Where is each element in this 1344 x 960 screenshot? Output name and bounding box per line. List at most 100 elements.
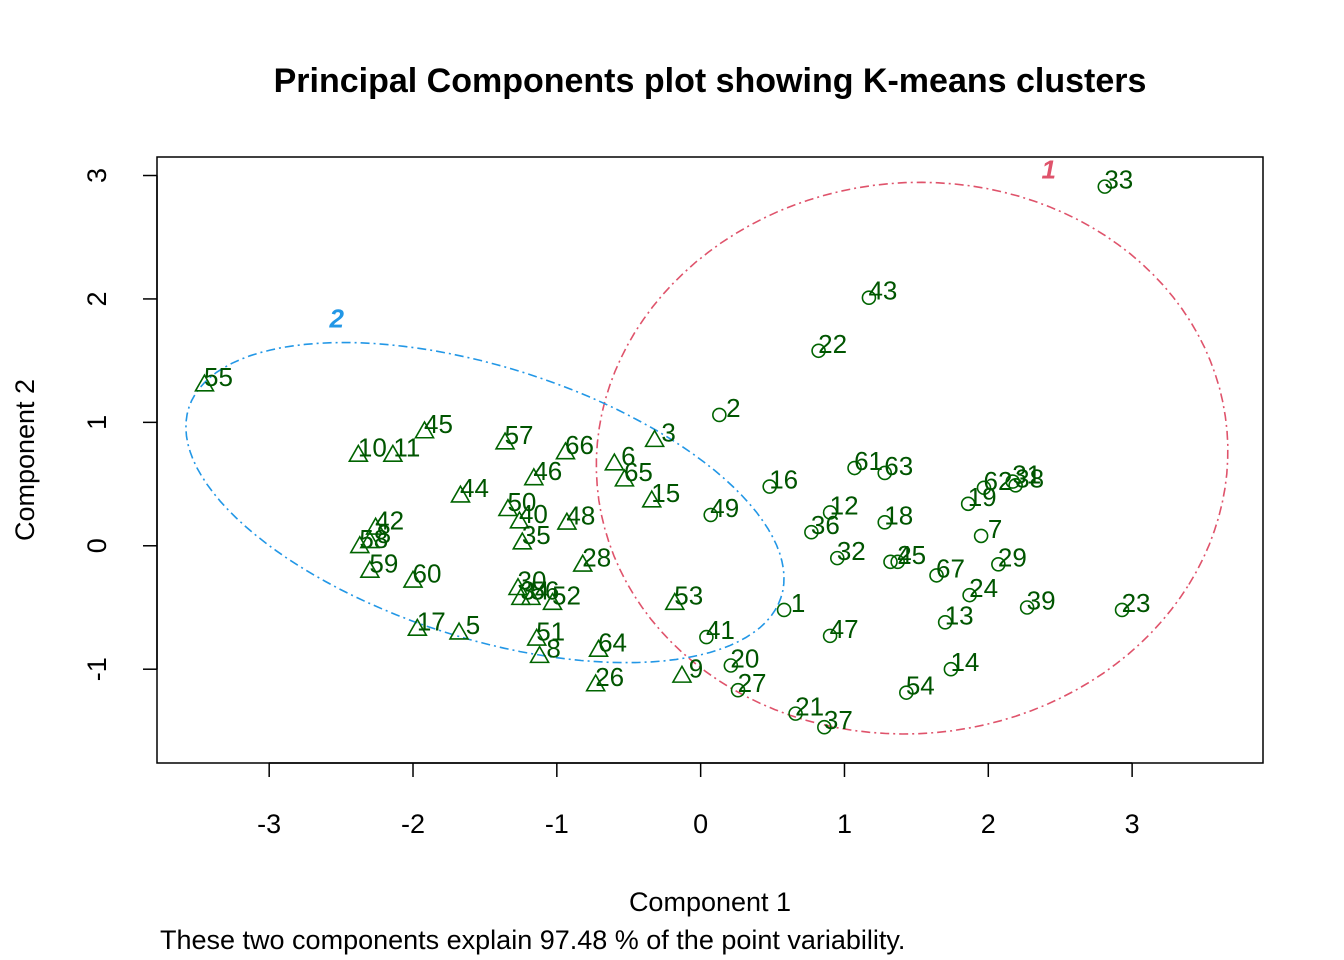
x-axis: -3 -2 -1 0 1 2 3 [257,762,1140,839]
point-label: 24 [969,573,998,603]
point-marker [943,661,959,677]
point-marker [406,617,428,637]
point-label: 41 [706,615,735,645]
point-label: 42 [375,505,404,535]
point-label: 52 [552,581,581,611]
point-marker [991,556,1006,572]
point-label: 20 [730,643,759,673]
point-label: 14 [950,647,979,677]
point-marker [614,468,635,487]
point-marker [712,407,727,423]
cluster-1-ellipse [595,181,1229,735]
point-label: 44 [460,473,489,503]
point-marker [641,489,663,508]
point-marker [811,343,826,359]
point-marker [359,559,381,579]
point-label: 53 [674,581,703,611]
point-marker [510,587,532,606]
point-label: 9 [689,653,703,683]
point-marker [762,479,777,494]
point-marker [365,516,386,535]
point-label: 13 [945,600,974,630]
point-marker [822,505,838,520]
point-label: 51 [536,616,565,646]
y-tick-label: 1 [82,415,112,430]
point-label: 28 [582,542,611,572]
point-marker [1008,478,1023,493]
point-marker [877,465,893,481]
point-marker [1005,474,1021,489]
point-label: 49 [710,493,739,523]
point-label: 63 [884,451,913,481]
point-label: 5 [466,610,480,640]
y-tick-label: 3 [82,168,112,183]
point-label: 55 [204,362,233,392]
y-tick-label: -1 [82,657,112,681]
point-marker [960,496,976,512]
point-marker [194,373,215,392]
point-marker [847,460,862,476]
point-label: 29 [998,542,1027,572]
point-marker [494,431,516,450]
x-tick-label: 2 [981,809,996,839]
point-label: 34 [520,576,549,606]
point-marker [817,719,832,735]
point-label: 6 [621,441,635,471]
point-marker [929,568,944,583]
point-marker [529,645,550,664]
point-marker [899,685,914,700]
point-label: 15 [651,478,680,508]
point-marker [359,530,381,549]
point-label: 43 [868,276,897,306]
point-label: 26 [595,662,624,692]
y-tick-label: 0 [82,538,112,553]
plot-frame [156,156,1264,764]
point-label: 27 [738,668,767,698]
point-label: 38 [1015,463,1044,493]
point-marker [1019,600,1035,615]
point-label: 39 [1027,585,1056,615]
x-tick-label: 0 [693,809,708,839]
point-label: 16 [769,465,798,495]
point-marker [703,507,719,523]
point-label: 67 [936,553,965,583]
point-marker [402,569,424,588]
point-marker [523,467,545,486]
point-marker [730,682,746,698]
point-label: 65 [624,457,653,487]
y-axis: -1 0 1 2 3 [82,168,158,681]
point-marker [877,515,893,530]
point-label: 66 [565,430,594,460]
point-label: 22 [818,329,847,359]
y-tick-label: 2 [82,291,112,306]
point-label: 64 [598,627,627,657]
point-marker [349,535,371,554]
point-label: 48 [566,500,595,530]
x-tick-label: -1 [545,809,569,839]
point-label: 12 [830,490,859,520]
point-marker [497,498,519,517]
point-marker [883,554,898,570]
point-label: 11 [393,432,420,462]
point-marker [937,614,953,630]
chart-title: Principal Components plot showing K-mean… [274,62,1147,100]
point-label: 1 [791,588,805,618]
point-label: 47 [830,614,859,644]
x-tick-label: 1 [837,809,852,839]
point-marker [450,484,471,503]
point-label: 45 [424,409,453,439]
point-label: 35 [522,520,551,550]
point-label: 8 [377,519,391,549]
point-label: 57 [505,420,534,450]
point-marker [511,531,533,550]
point-label: 10 [358,432,387,462]
point-marker [520,587,542,606]
x-axis-label: Component 1 [629,887,791,917]
point-marker [776,602,792,618]
x-tick-label: -3 [257,809,281,839]
point-label: 18 [884,500,913,530]
point-marker [890,554,905,570]
point-marker [414,420,435,439]
